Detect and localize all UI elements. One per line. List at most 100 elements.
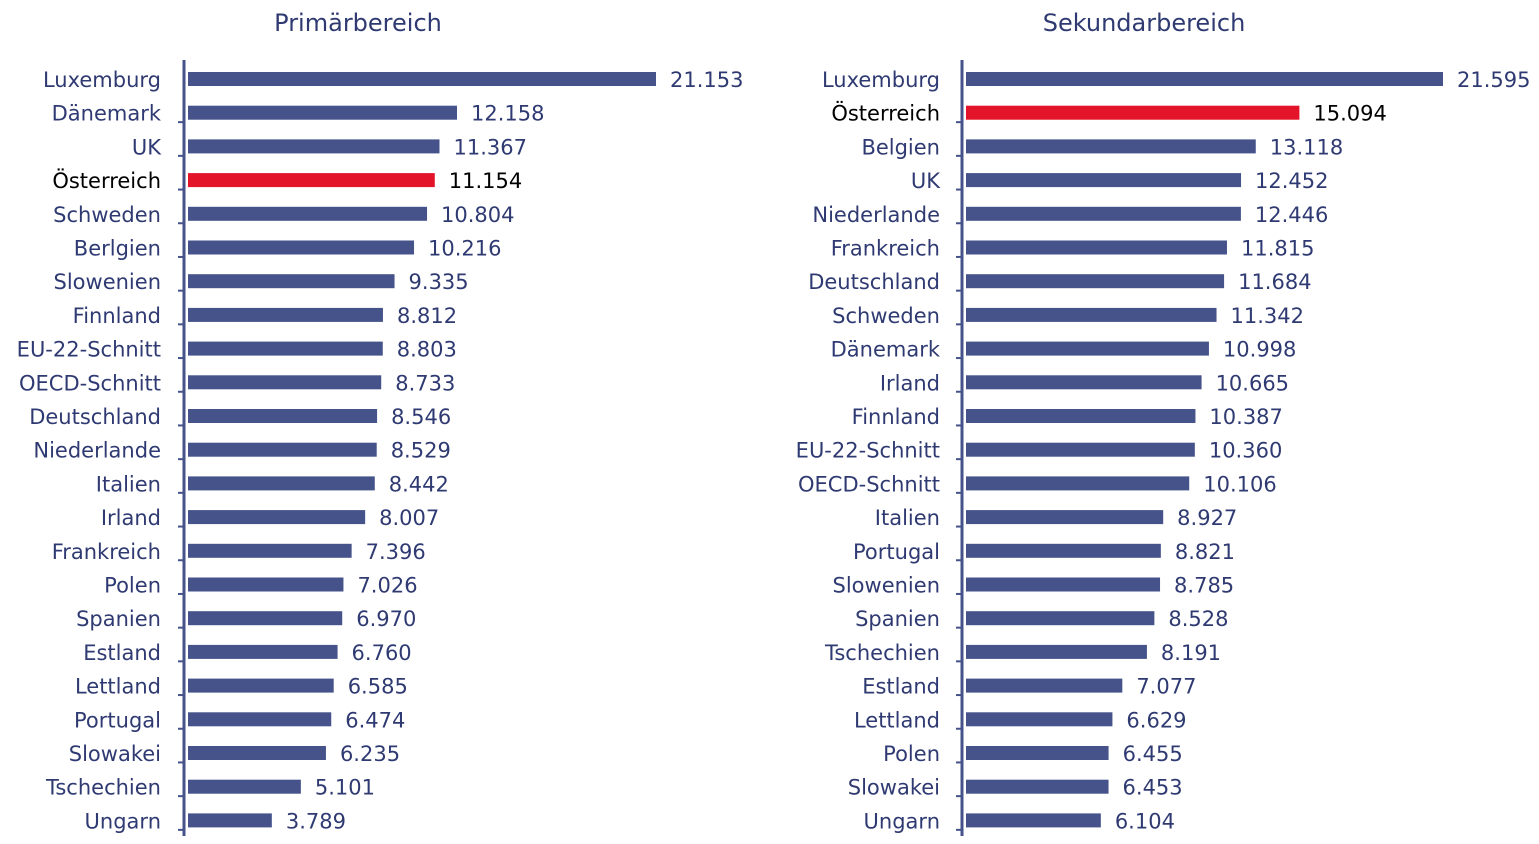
category-label: Ungarn <box>864 809 940 833</box>
category-label: Finnland <box>73 304 161 328</box>
value-label: 10.804 <box>441 203 514 227</box>
value-label: 21.595 <box>1457 68 1530 92</box>
bar <box>188 746 326 760</box>
category-label: EU-22-Schnitt <box>796 439 940 463</box>
bar <box>966 813 1101 828</box>
bar <box>966 543 1161 558</box>
category-label: Lettland <box>75 675 161 699</box>
bar <box>188 442 377 457</box>
bar <box>966 476 1190 491</box>
category-label: Polen <box>104 574 161 598</box>
category-label: Spanien <box>76 607 161 631</box>
value-label: 9.335 <box>409 270 469 294</box>
bar <box>188 206 428 221</box>
category-label: EU-22-Schnitt <box>17 338 161 362</box>
value-label: 8.007 <box>379 506 439 530</box>
category-label: Tschechien <box>824 641 940 665</box>
bar <box>966 375 1202 390</box>
category-label: Estland <box>862 675 940 699</box>
value-label: 10.387 <box>1209 405 1282 429</box>
value-label: 8.442 <box>389 472 449 496</box>
category-label: OECD-Schnitt <box>19 371 161 395</box>
bar <box>966 678 1123 693</box>
value-label: 10.216 <box>428 237 501 261</box>
chart-title-secondary: Sekundarbereich <box>1043 9 1246 37</box>
value-label: 11.684 <box>1238 270 1311 294</box>
category-label: Deutschland <box>808 270 940 294</box>
value-label: 6.104 <box>1115 809 1175 833</box>
bar <box>966 139 1256 154</box>
value-label: 7.396 <box>366 540 426 564</box>
category-label: Schweden <box>53 203 161 227</box>
category-label: Dänemark <box>52 102 162 126</box>
category-label: UK <box>132 135 162 159</box>
bar <box>966 442 1195 457</box>
value-label: 3.789 <box>286 809 346 833</box>
category-label: OECD-Schnitt <box>798 472 940 496</box>
bar <box>188 543 352 558</box>
bar <box>966 274 1225 289</box>
category-label: Portugal <box>74 708 161 732</box>
value-label: 6.585 <box>348 675 408 699</box>
category-label: Irland <box>101 506 161 530</box>
category-label: Luxemburg <box>43 68 161 92</box>
bar <box>188 409 378 423</box>
bar <box>966 510 1164 525</box>
category-label: Schweden <box>832 304 940 328</box>
category-label: Spanien <box>855 607 940 631</box>
bar <box>966 577 1161 592</box>
value-label: 5.101 <box>315 776 375 800</box>
bar <box>188 678 334 693</box>
category-label: Frankreich <box>52 540 161 564</box>
category-label: Slowakei <box>848 776 940 800</box>
value-label: 10.106 <box>1203 472 1276 496</box>
value-label: 8.529 <box>391 439 451 463</box>
bar <box>188 274 395 289</box>
category-label: Tschechien <box>45 776 161 800</box>
category-label: Lettland <box>854 708 940 732</box>
value-label: 10.360 <box>1209 439 1282 463</box>
value-label: 6.629 <box>1126 708 1186 732</box>
value-label: 6.453 <box>1123 776 1183 800</box>
value-label: 10.998 <box>1223 338 1296 362</box>
value-label: 7.077 <box>1136 675 1196 699</box>
chart-secondary: Luxemburg 21.595 Österreich 15.094 Belgien 13… <box>796 60 1530 836</box>
category-label: Italien <box>875 506 940 530</box>
category-label: Niederlande <box>33 439 161 463</box>
value-label: 6.760 <box>352 641 412 665</box>
bar <box>966 307 1217 322</box>
bar <box>966 779 1109 794</box>
category-label: Slowenien <box>54 270 161 294</box>
value-label: 8.546 <box>391 405 451 429</box>
category-label: Österreich <box>831 101 940 126</box>
value-label: 8.812 <box>397 304 457 328</box>
value-label: 21.153 <box>670 68 743 92</box>
category-label: Niederlande <box>812 203 940 227</box>
bar <box>188 476 375 491</box>
category-label: Berlgien <box>74 237 161 261</box>
bar <box>966 72 1443 86</box>
value-label: 6.474 <box>345 708 405 732</box>
bar <box>188 139 440 154</box>
value-label: 6.235 <box>340 742 400 766</box>
value-label: 6.970 <box>356 607 416 631</box>
category-label: Deutschland <box>29 405 161 429</box>
bar <box>966 341 1209 356</box>
value-label: 8.191 <box>1161 641 1221 665</box>
bar <box>966 240 1227 255</box>
bar <box>188 779 301 794</box>
bar <box>188 577 344 592</box>
bar <box>966 206 1241 221</box>
value-label: 13.118 <box>1270 135 1343 159</box>
category-label: Luxemburg <box>822 68 940 92</box>
bar <box>966 644 1147 659</box>
bar <box>966 746 1109 760</box>
bar <box>188 341 383 356</box>
bar <box>966 712 1113 727</box>
value-label: 11.342 <box>1231 304 1304 328</box>
bar <box>188 813 272 828</box>
bar <box>188 611 343 626</box>
category-label: Estland <box>83 641 161 665</box>
category-label: Belgien <box>861 135 940 159</box>
